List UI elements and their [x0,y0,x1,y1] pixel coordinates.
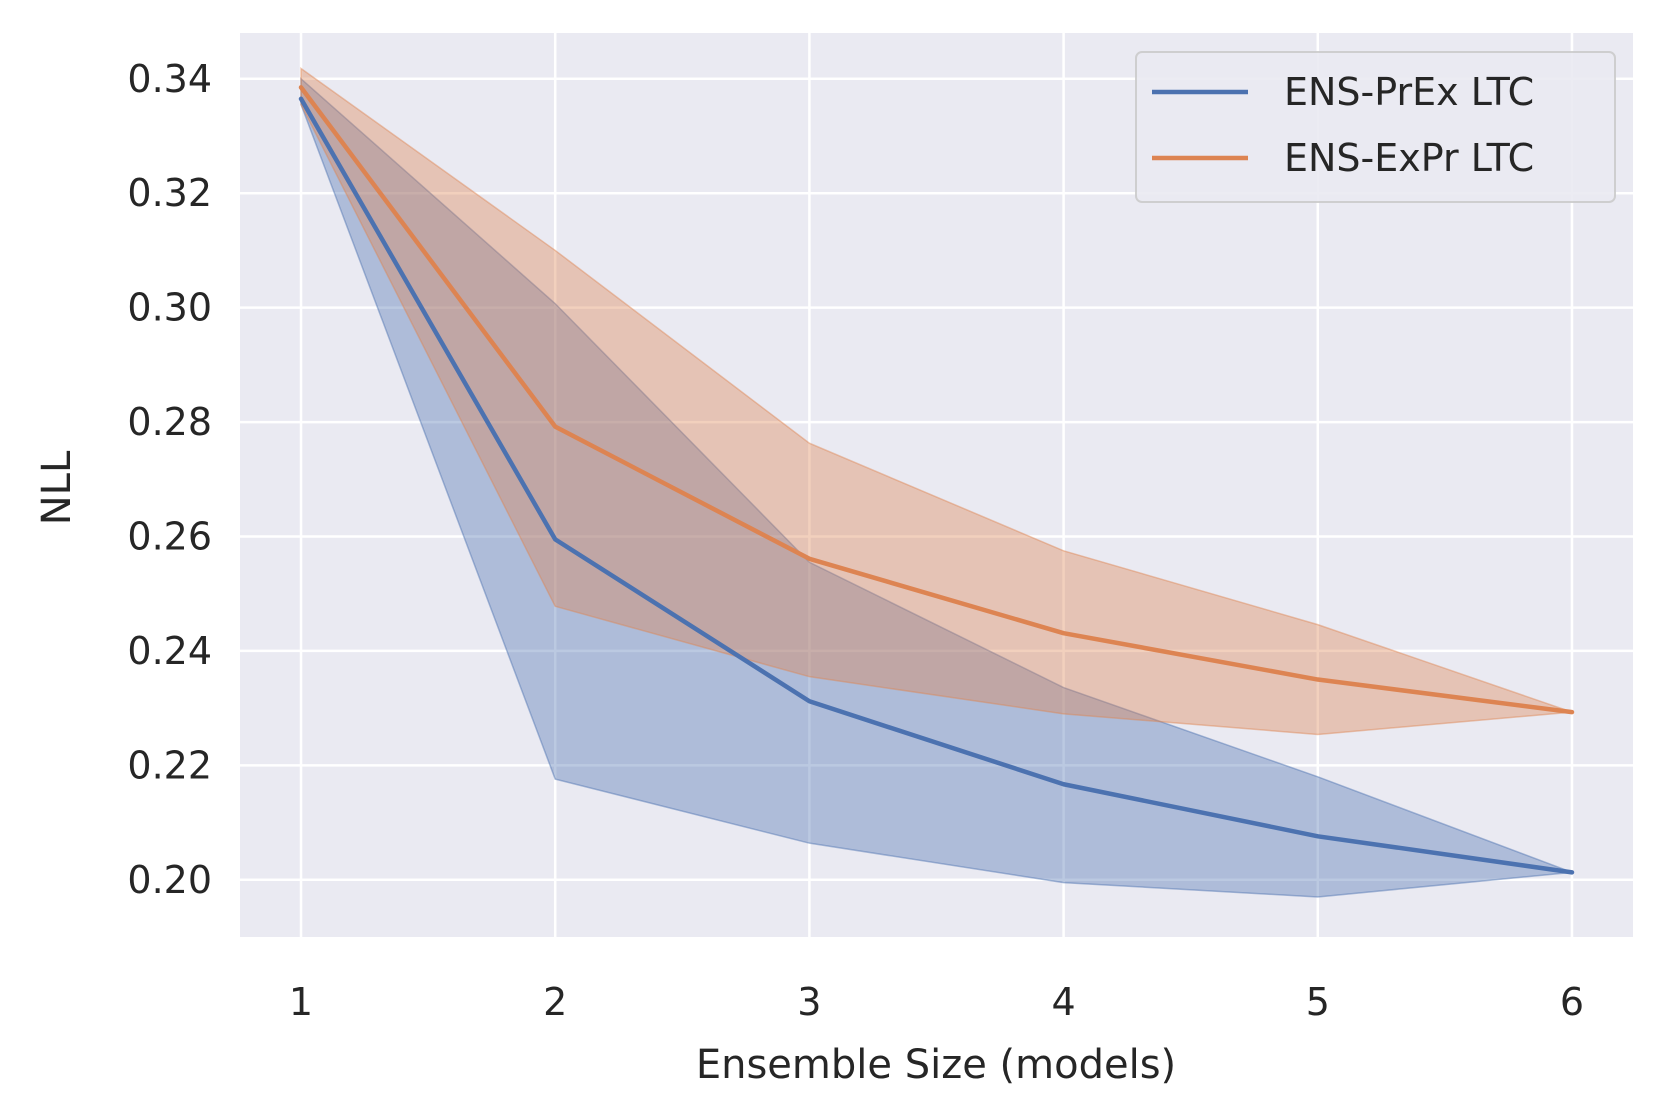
x-tick-labels: 1 2 3 4 5 6 [289,980,1584,1024]
y-tick-label-0.34: 0.34 [127,57,212,101]
y-tick-label-0.32: 0.32 [127,171,212,215]
band-ens-prex-ltc [300,77,1573,898]
grid-lines [240,33,1633,937]
legend-label-ens-expr-ltc: ENS-ExPr LTC [1284,136,1534,180]
legend-box [1135,51,1616,203]
x-tick-label-5: 5 [1306,980,1330,1024]
legend: ENS-PrEx LTC ENS-ExPr LTC [1135,51,1616,203]
x-tick-label-6: 6 [1560,980,1584,1024]
series-lines [298,85,1575,875]
y-tick-label-0.24: 0.24 [127,629,212,673]
band-ens-expr-ltc [300,67,1573,736]
confidence-bands [300,67,1573,898]
x-axis-label: Ensemble Size (models) [696,1042,1176,1088]
y-axis-label: NLL [34,450,80,525]
line-ens-expr-ltc [298,85,1575,715]
x-tick-label-4: 4 [1052,980,1076,1024]
x-tick-label-2: 2 [543,980,567,1024]
y-tick-label-0.20: 0.20 [127,858,212,902]
y-tick-labels: 0.20 0.22 0.24 0.26 0.28 0.30 0.32 0.34 [127,57,212,902]
x-tick-label-3: 3 [797,980,821,1024]
y-tick-label-0.30: 0.30 [127,286,212,330]
x-tick-label-1: 1 [289,980,313,1024]
legend-label-ens-prex-ltc: ENS-PrEx LTC [1284,70,1534,114]
y-tick-label-0.26: 0.26 [127,514,212,558]
line-ens-prex-ltc [298,96,1575,875]
y-tick-label-0.28: 0.28 [127,400,212,444]
y-tick-label-0.22: 0.22 [127,743,212,787]
